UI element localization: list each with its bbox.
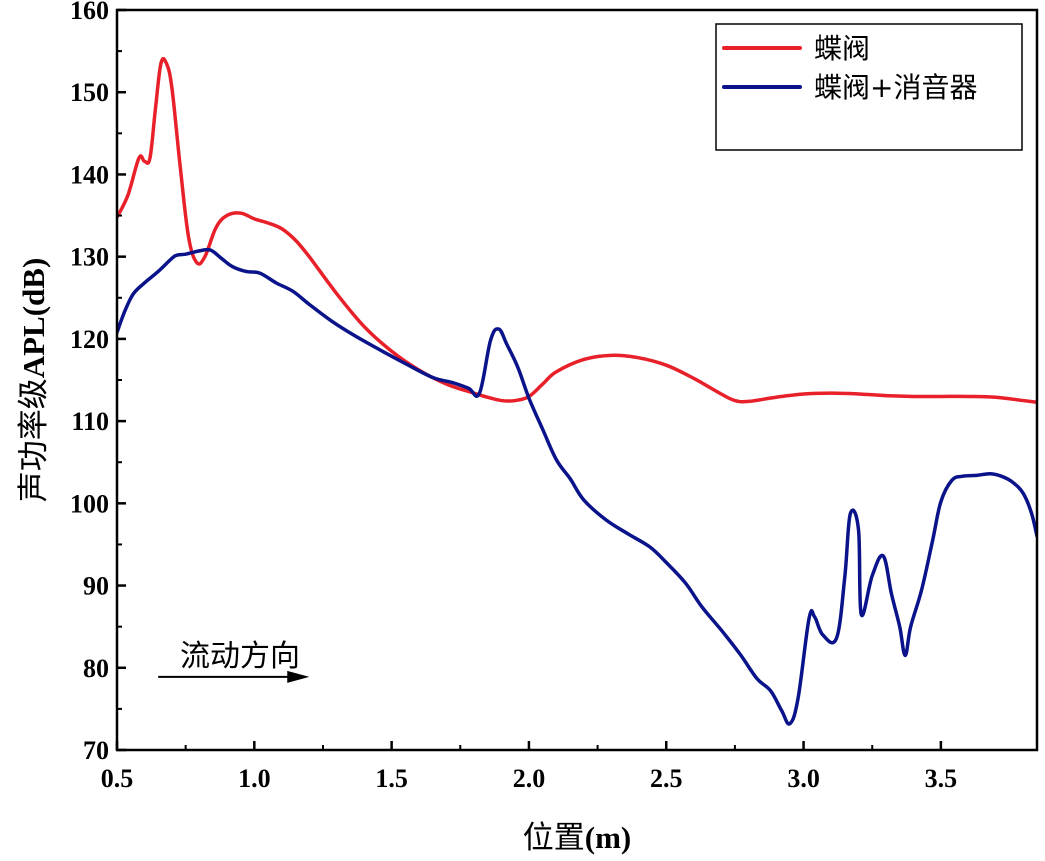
y-tick-label: 150 <box>70 78 109 107</box>
legend-label-1: 蝶阀+消音器 <box>814 71 977 104</box>
x-tick-label: 3.0 <box>787 764 820 793</box>
flow-direction-label: 流动方向 <box>180 639 300 674</box>
y-tick-label: 110 <box>71 407 109 436</box>
x-tick-label: 2.5 <box>650 764 683 793</box>
flow-direction-arrowhead <box>287 670 310 683</box>
x-tick-label: 0.5 <box>101 764 134 793</box>
y-tick-label: 80 <box>83 654 109 683</box>
series-line-0 <box>117 56 1037 404</box>
y-tick-label: 70 <box>83 736 109 765</box>
y-tick-label: 100 <box>70 489 109 518</box>
y-tick-label: 160 <box>70 0 109 25</box>
y-tick-label: 90 <box>83 572 109 601</box>
y-axis-title: 声功率级APL(dB) <box>16 258 52 503</box>
legend-label-0: 蝶阀 <box>814 32 870 65</box>
y-tick-label: 130 <box>70 243 109 272</box>
series-line-1 <box>117 247 1037 726</box>
x-tick-label: 1.0 <box>238 764 271 793</box>
y-tick-label: 140 <box>70 160 109 189</box>
x-axis-title: 位置(m) <box>523 820 631 856</box>
x-tick-label: 1.5 <box>375 764 408 793</box>
y-tick-label: 120 <box>70 325 109 354</box>
x-tick-label: 2.0 <box>513 764 546 793</box>
x-tick-label: 3.5 <box>925 764 958 793</box>
